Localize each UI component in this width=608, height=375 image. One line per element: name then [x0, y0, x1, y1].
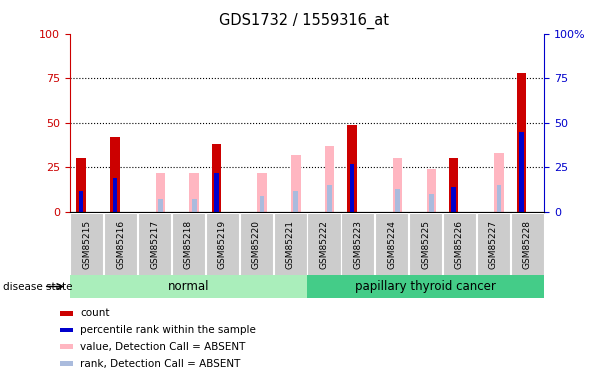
Bar: [78, 190, 83, 212]
Text: GSM85228: GSM85228: [523, 220, 532, 268]
Bar: [77, 158, 86, 212]
Bar: [327, 185, 332, 212]
Bar: [393, 158, 402, 212]
Bar: [274, 213, 306, 276]
Text: count: count: [80, 308, 110, 318]
Bar: [451, 187, 456, 212]
Bar: [112, 178, 117, 212]
Bar: [206, 213, 239, 276]
Text: GSM85226: GSM85226: [455, 220, 464, 268]
Bar: [477, 213, 510, 276]
Bar: [158, 200, 163, 212]
Bar: [350, 164, 354, 212]
Bar: [294, 190, 299, 212]
Bar: [308, 213, 340, 276]
Text: value, Detection Call = ABSENT: value, Detection Call = ABSENT: [80, 342, 246, 352]
Text: GSM85227: GSM85227: [489, 220, 498, 268]
Bar: [240, 213, 273, 276]
Bar: [291, 155, 300, 212]
Bar: [190, 172, 199, 212]
Bar: [443, 213, 476, 276]
Bar: [212, 144, 221, 212]
Text: GSM85222: GSM85222: [319, 220, 328, 268]
Text: GSM85221: GSM85221: [286, 220, 295, 268]
Bar: [519, 132, 524, 212]
Text: GSM85219: GSM85219: [218, 220, 227, 268]
Bar: [341, 213, 375, 276]
Bar: [192, 200, 196, 212]
Text: disease state: disease state: [3, 282, 72, 291]
Bar: [375, 213, 409, 276]
Text: normal: normal: [168, 280, 209, 293]
Bar: [494, 153, 504, 212]
Bar: [347, 124, 357, 212]
Bar: [325, 146, 334, 212]
Bar: [449, 158, 458, 212]
Bar: [395, 189, 400, 212]
Bar: [110, 137, 120, 212]
Text: GDS1732 / 1559316_at: GDS1732 / 1559316_at: [219, 13, 389, 29]
Bar: [104, 213, 137, 276]
Bar: [409, 213, 442, 276]
Text: percentile rank within the sample: percentile rank within the sample: [80, 325, 257, 335]
Bar: [156, 172, 165, 212]
Text: GSM85220: GSM85220: [252, 220, 261, 268]
Bar: [71, 213, 103, 276]
Text: rank, Detection Call = ABSENT: rank, Detection Call = ABSENT: [80, 359, 241, 369]
Bar: [260, 196, 264, 212]
Bar: [138, 213, 171, 276]
Text: GSM85225: GSM85225: [421, 220, 430, 268]
Bar: [429, 194, 434, 212]
Text: papillary thyroid cancer: papillary thyroid cancer: [355, 280, 496, 293]
Text: GSM85224: GSM85224: [387, 220, 396, 268]
Bar: [257, 172, 267, 212]
Bar: [497, 185, 502, 212]
Text: GSM85215: GSM85215: [82, 220, 91, 268]
Bar: [70, 275, 307, 298]
Bar: [511, 213, 544, 276]
Text: GSM85216: GSM85216: [116, 220, 125, 268]
Bar: [427, 169, 436, 212]
Text: GSM85223: GSM85223: [353, 220, 362, 268]
Bar: [60, 328, 74, 333]
Bar: [517, 73, 526, 212]
Bar: [307, 275, 544, 298]
Text: GSM85218: GSM85218: [184, 220, 193, 268]
Bar: [60, 362, 74, 366]
Bar: [60, 345, 74, 350]
Text: GSM85217: GSM85217: [150, 220, 159, 268]
Bar: [172, 213, 205, 276]
Bar: [60, 311, 74, 316]
Bar: [214, 172, 219, 212]
